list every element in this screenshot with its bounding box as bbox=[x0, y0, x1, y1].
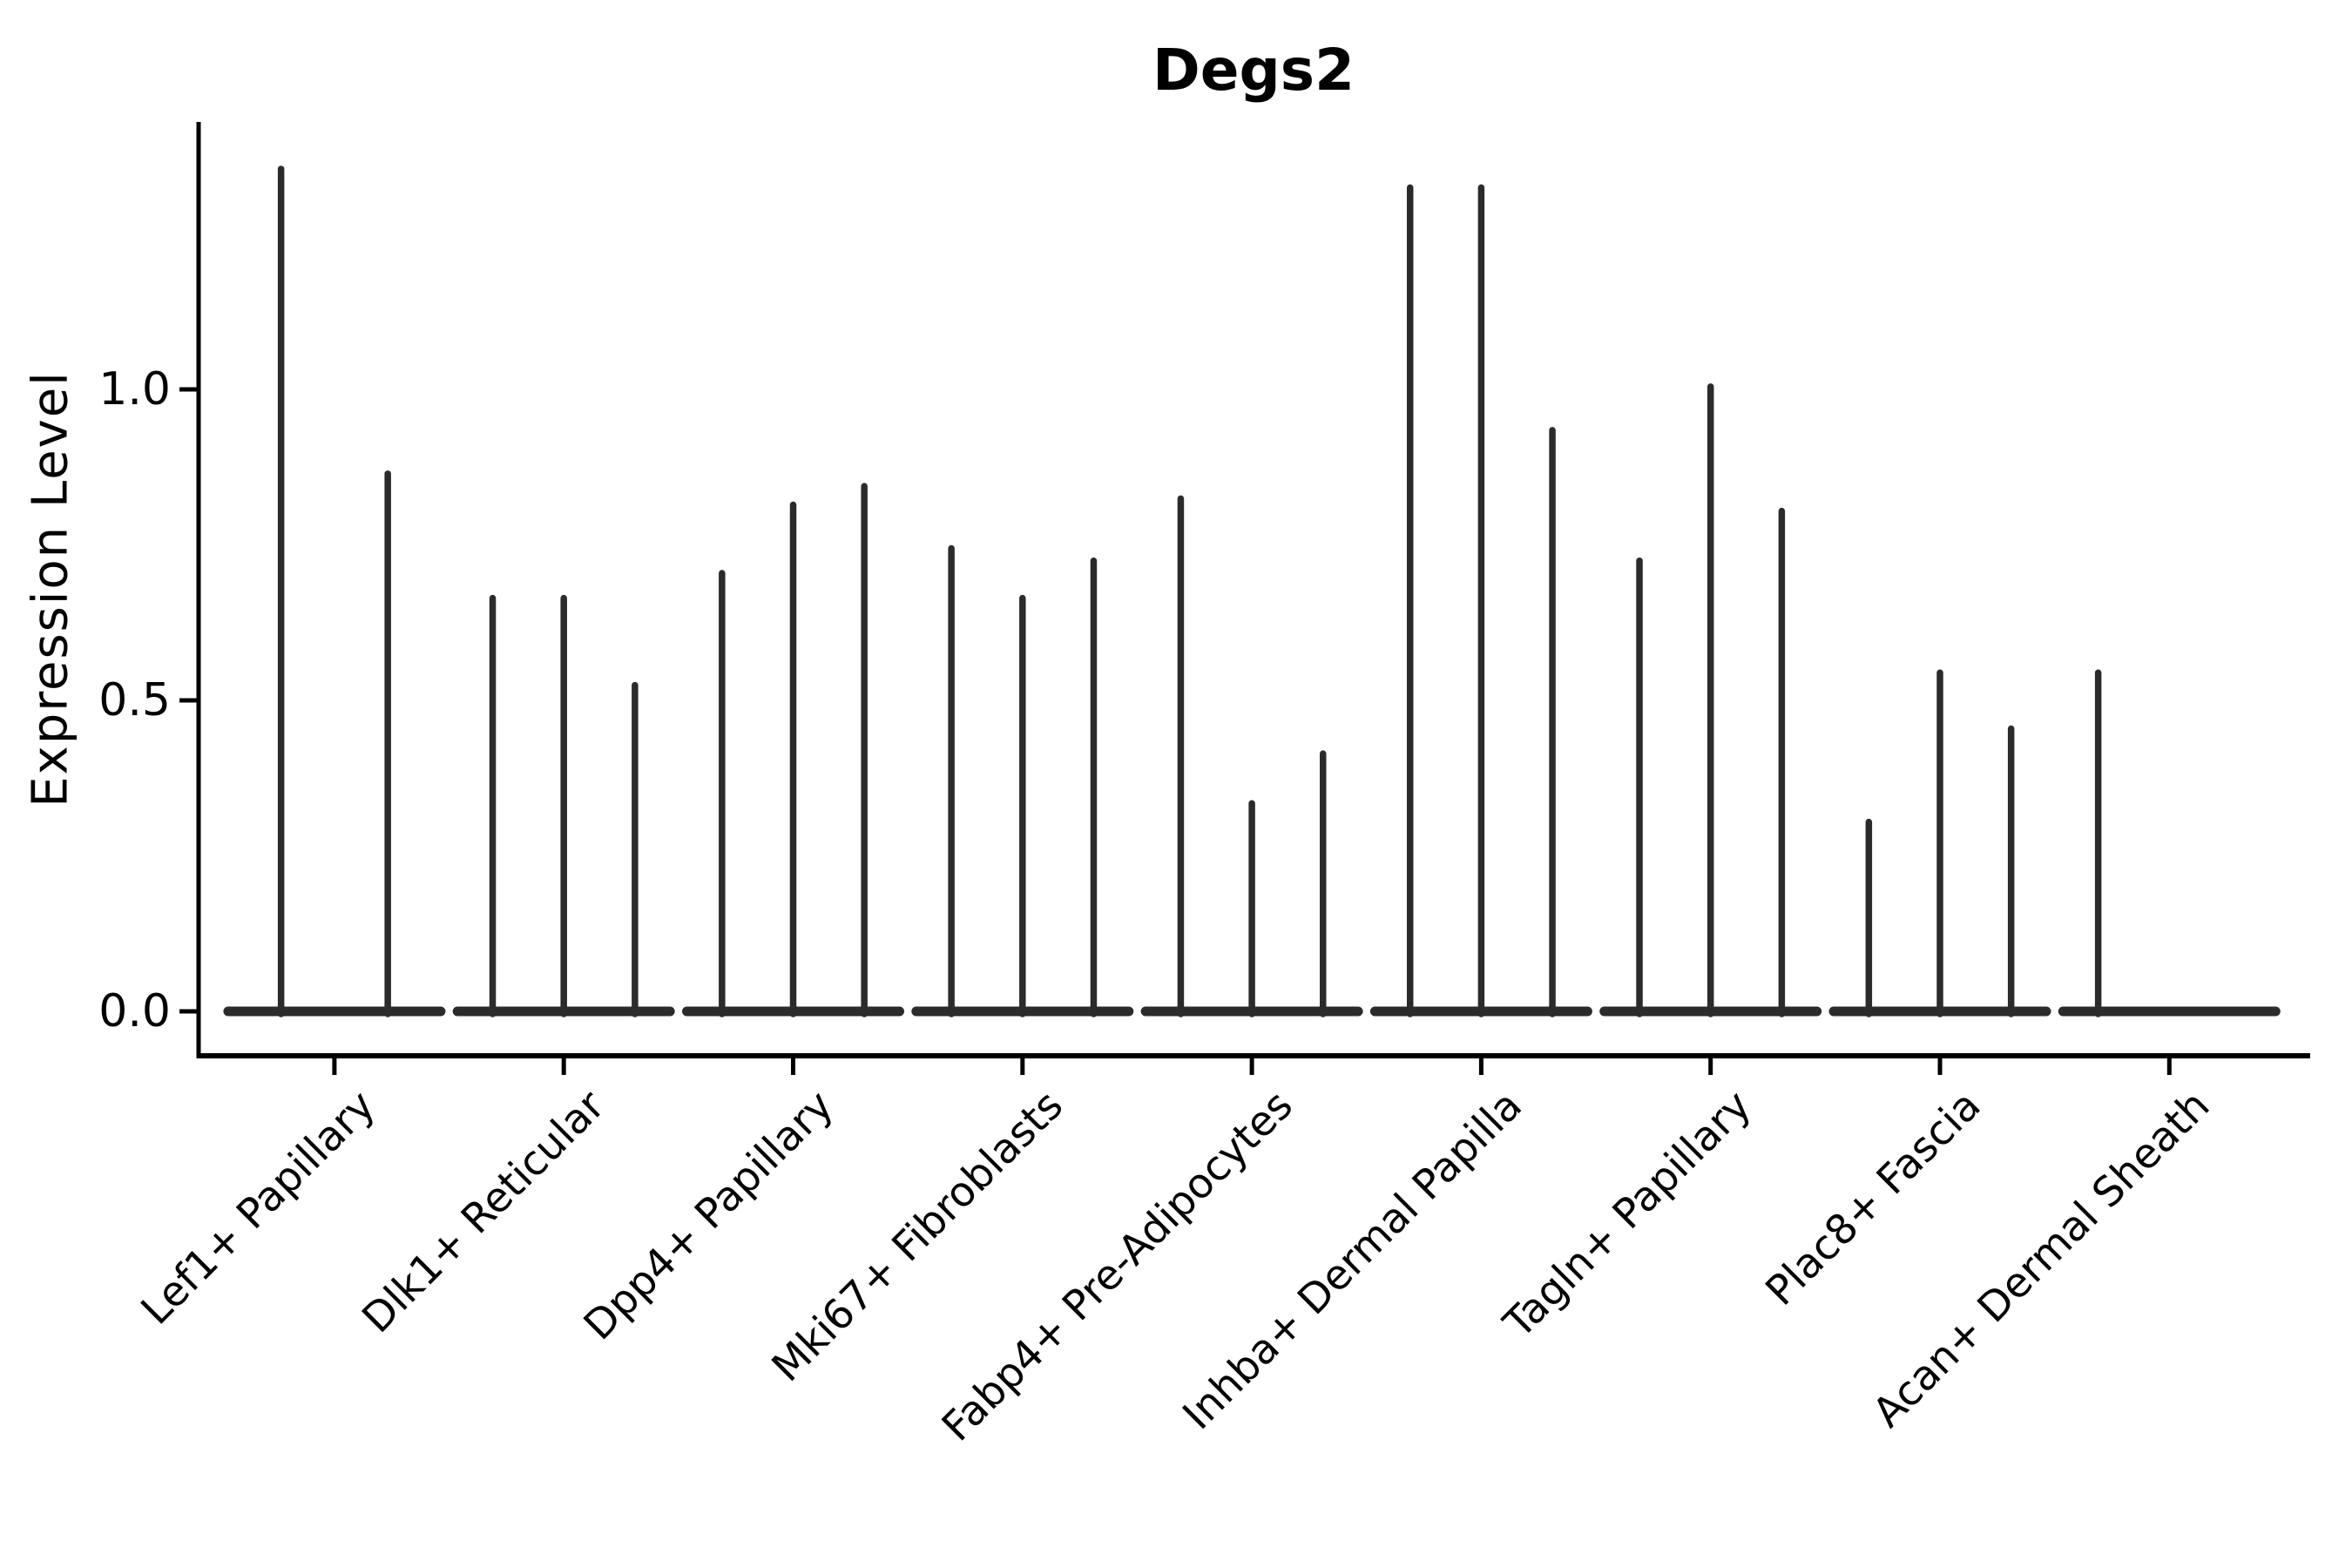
chart-title: Degs2 bbox=[1152, 37, 1355, 104]
y-tick-label-0.5: 0.5 bbox=[98, 674, 171, 727]
y-tick-label-0.0: 0.0 bbox=[98, 985, 171, 1037]
y-tick-label-1.0: 1.0 bbox=[98, 363, 171, 416]
y-axis-label: Expression Level bbox=[22, 370, 79, 808]
